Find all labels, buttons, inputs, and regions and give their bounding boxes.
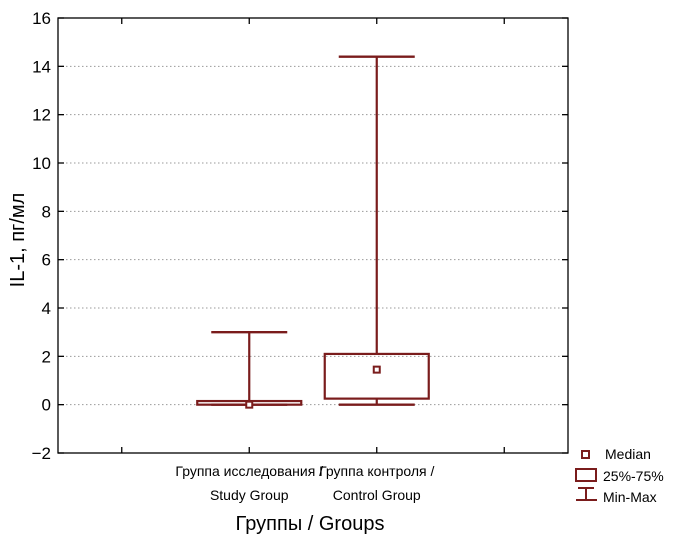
- legend-iqr-label: 25%-75%: [603, 468, 664, 484]
- category-label-line2: Control Group: [333, 487, 421, 503]
- legend-median-symbol: [581, 450, 590, 459]
- legend-range-label: Min-Max: [603, 489, 657, 505]
- category-label-line1: Группа контроля /: [319, 463, 434, 479]
- grid-layer: [58, 65, 568, 406]
- x-axis-title: Группы / Groups: [236, 513, 385, 535]
- box-layer: [196, 55, 430, 409]
- y-tick-label: 14: [32, 57, 51, 76]
- y-tick-label: 0: [42, 396, 51, 415]
- plot-frame: [57, 17, 569, 454]
- y-tick-label: 10: [32, 154, 51, 173]
- legend: Median 25%-75% Min-Max: [575, 446, 664, 505]
- y-tick-label: 4: [42, 299, 51, 318]
- iqr-box: [323, 352, 430, 400]
- y-tick-label: 2: [42, 347, 51, 366]
- median-marker: [372, 365, 381, 374]
- y-tick-label: −2: [32, 444, 51, 463]
- y-axis-title: IL-1, пг/мл: [7, 193, 29, 288]
- category-label-line2: Study Group: [210, 487, 289, 503]
- category-label-line1: Группа исследования /: [175, 463, 323, 479]
- median-marker: [245, 400, 254, 409]
- legend-iqr-symbol: [575, 468, 597, 482]
- axis-layer: −2 0 2 4 6 8 10 12 14 16 Группа исследования / Stud…: [32, 9, 568, 503]
- y-tick-label: 16: [32, 9, 51, 28]
- y-tick-label: 8: [42, 202, 51, 221]
- y-tick-label: 12: [32, 106, 51, 125]
- legend-median-label: Median: [605, 446, 651, 462]
- y-tick-label: 6: [42, 251, 51, 270]
- legend-range-symbol: [576, 487, 597, 501]
